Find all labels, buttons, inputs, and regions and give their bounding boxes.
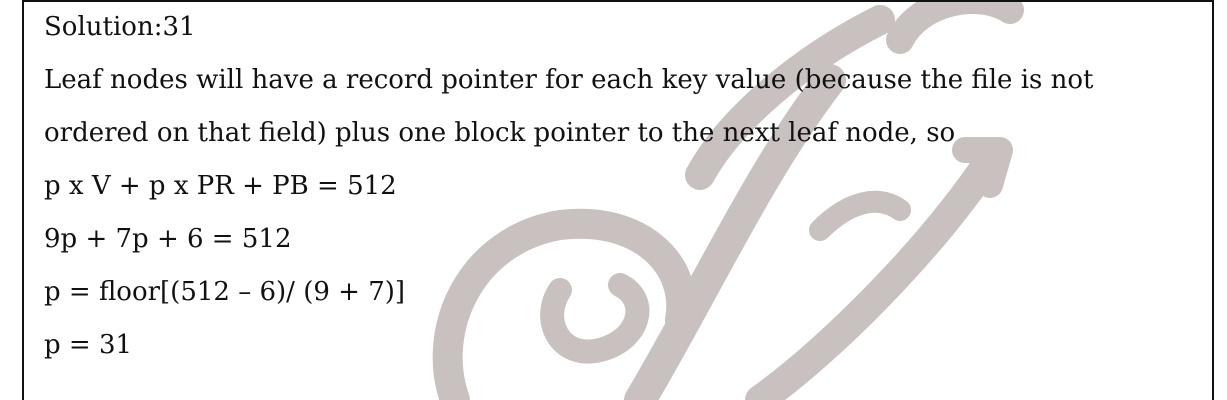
watermark-curve-left	[432, 208, 697, 400]
solution-heading: Solution:31	[44, 12, 196, 42]
equation-3: p = floor[(512 – 6)/ (9 + 7)]	[44, 277, 406, 307]
watermark-loop	[540, 273, 650, 364]
watermark-arc-right	[745, 145, 1005, 400]
result-line: p = 31	[44, 330, 133, 360]
equation-1: p x V + p x PR + PB = 512	[44, 171, 397, 201]
watermark-diagonal	[624, 64, 846, 400]
watermark-connector	[809, 190, 911, 241]
watermark-z	[685, 5, 895, 190]
solution-box	[22, 0, 1214, 400]
explanation-line-1: Leaf nodes will have a record pointer fo…	[44, 65, 1094, 95]
watermark-swirl	[886, 0, 1024, 54]
watermark-arrow	[952, 137, 1013, 198]
explanation-line-2: ordered on that field) plus one block po…	[44, 118, 956, 148]
equation-2: 9p + 7p + 6 = 512	[44, 224, 292, 254]
